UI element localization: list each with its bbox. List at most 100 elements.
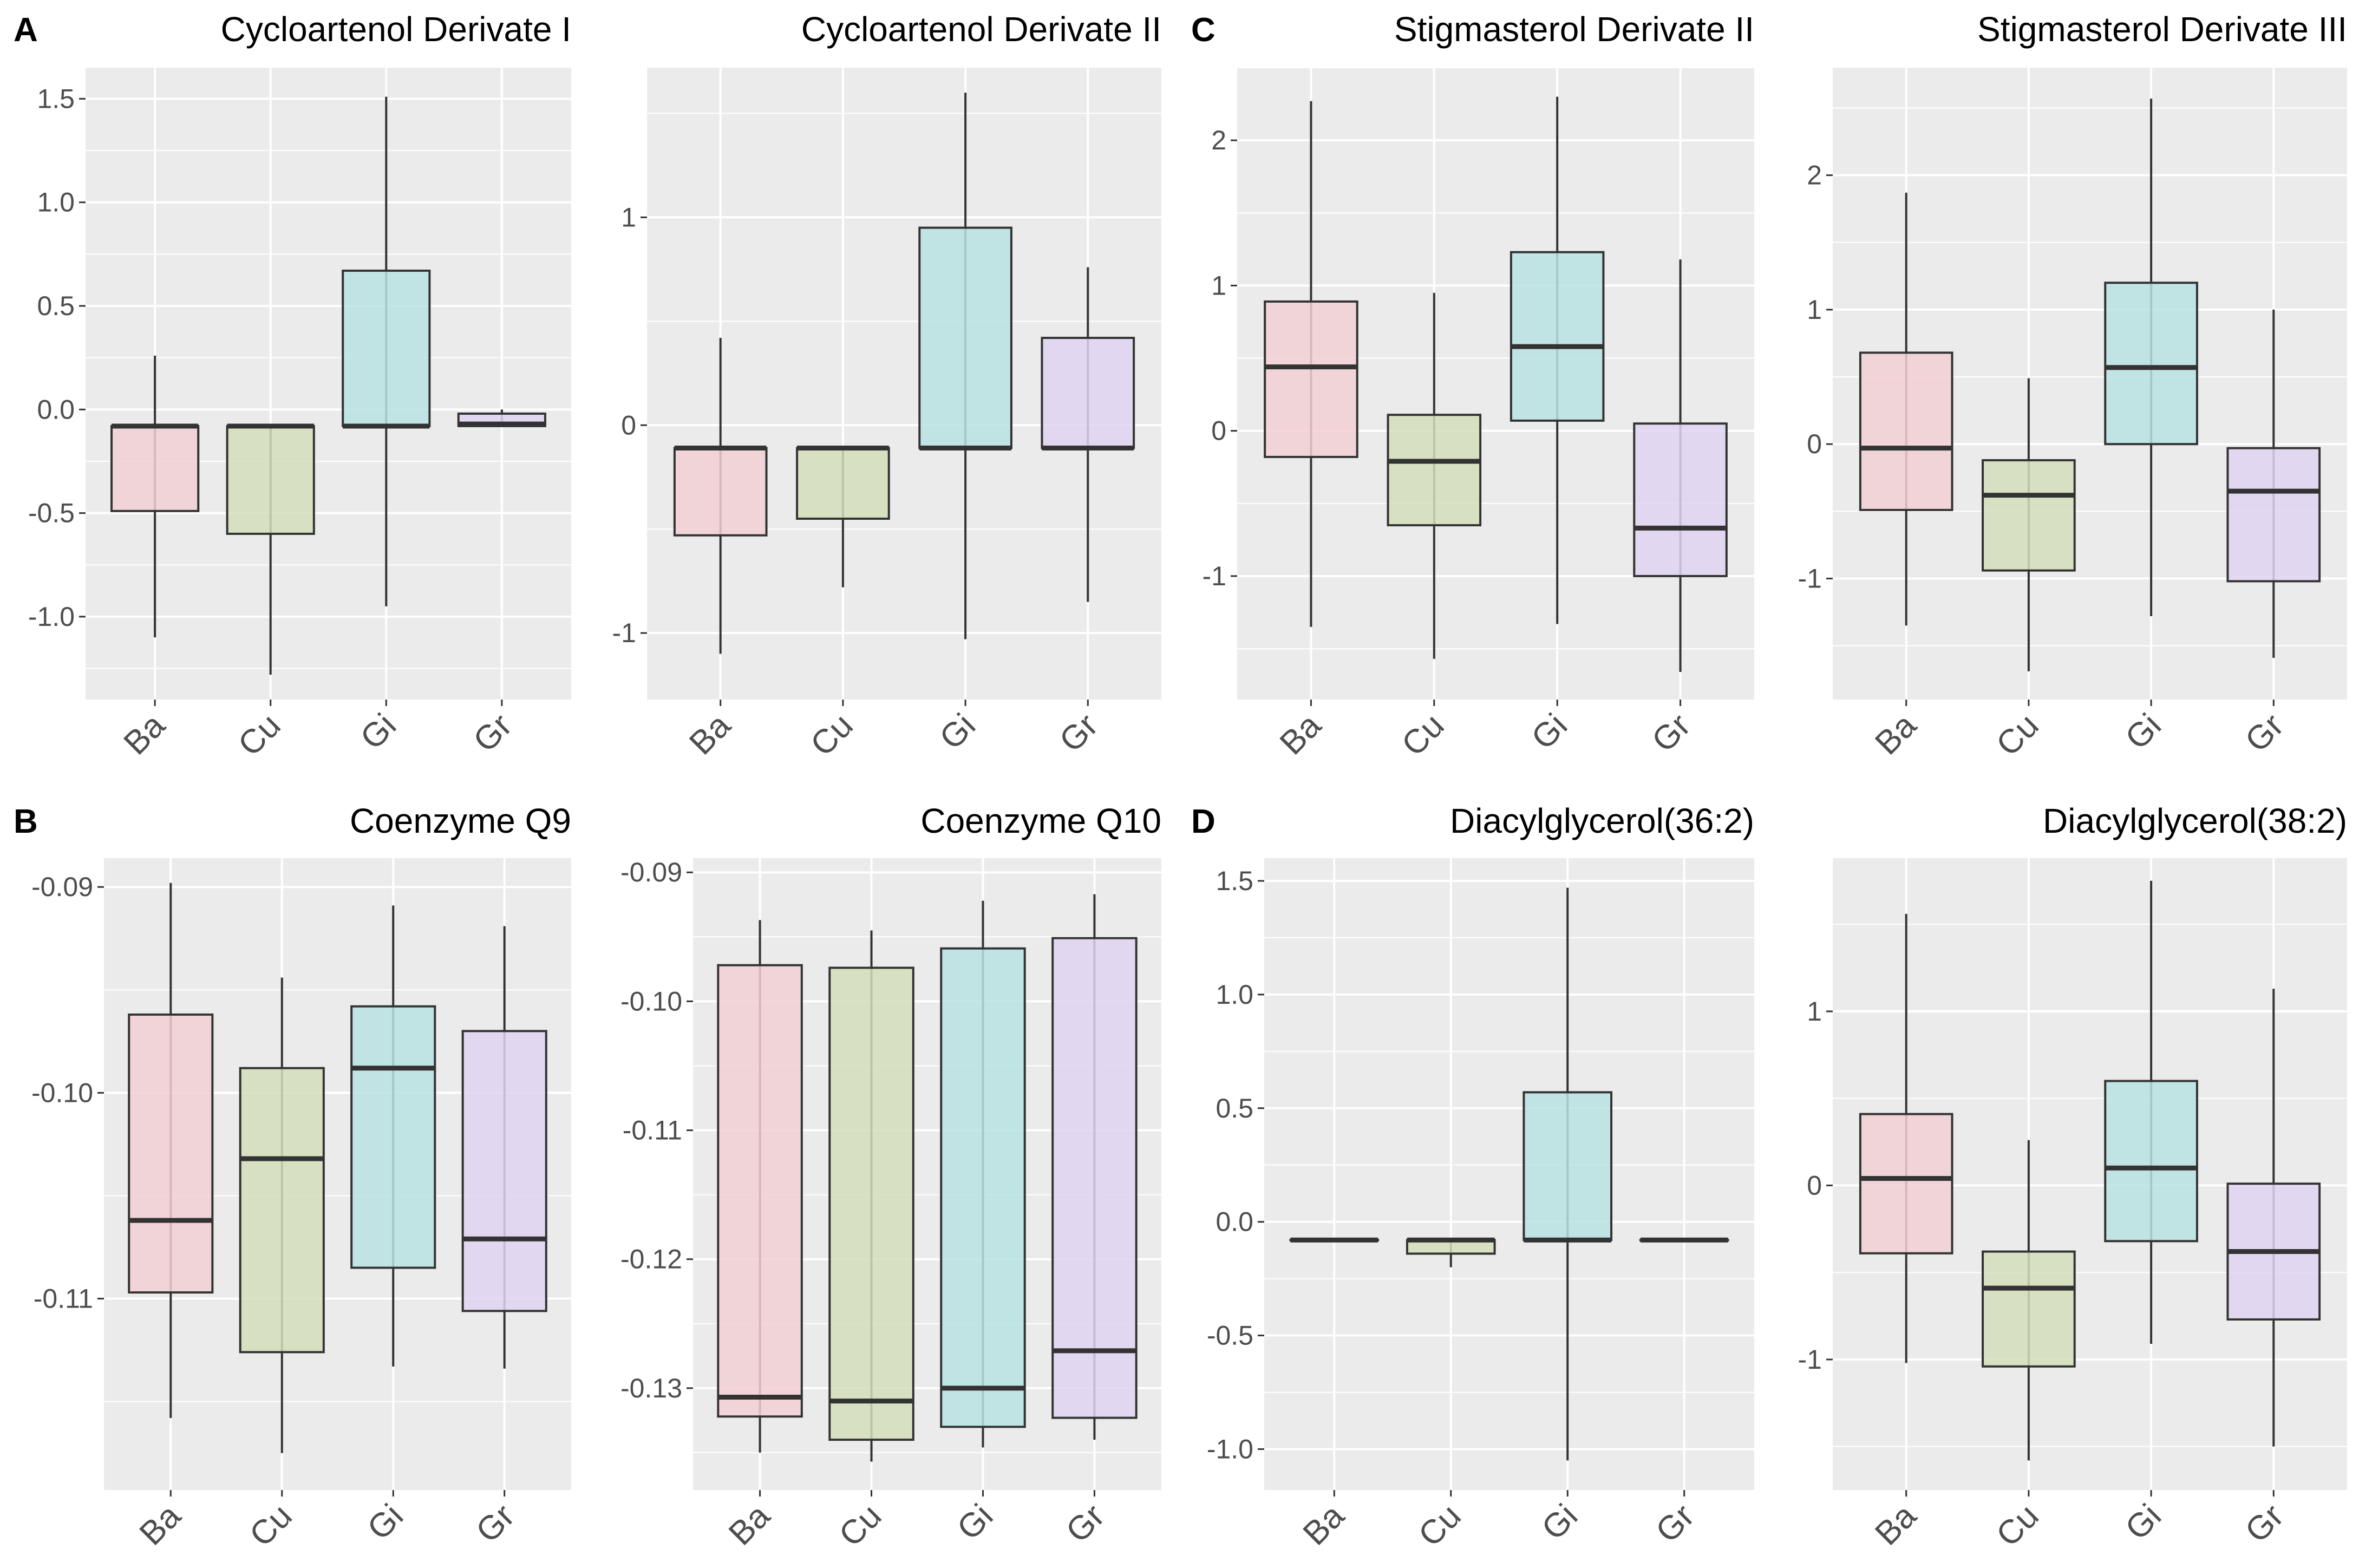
x-tick-label: Gr xyxy=(2238,707,2291,759)
y-tick-label: -0.11 xyxy=(623,1115,682,1146)
box-Ba xyxy=(110,355,200,638)
x-tick-label: Gr xyxy=(1053,707,1105,759)
y-tick-label: 0.0 xyxy=(1216,1207,1253,1237)
x-tick-label: Cu xyxy=(803,707,860,763)
y-tick-label: -0.10 xyxy=(620,986,682,1016)
box-Gr xyxy=(1051,894,1138,1440)
chart-panel-7: -1.0 -0.5 0.0 0.5 1.0 1.5 Ba Cu Gi Gr Diacylglycer… xyxy=(1191,801,1754,1554)
x-tick-label: Ba xyxy=(722,1497,777,1553)
box-Gi xyxy=(1522,887,1613,1461)
box-iqr xyxy=(226,424,315,535)
plot-background xyxy=(86,68,571,700)
y-tick-label: 0.5 xyxy=(1216,1093,1253,1123)
box-Ba xyxy=(1859,913,1953,1363)
y-tick-label: 0 xyxy=(1807,1170,1822,1200)
y-tick-label: -1 xyxy=(1203,561,1226,591)
y-tick-label: -0.5 xyxy=(1207,1321,1253,1351)
box-Gi xyxy=(342,96,431,606)
plot-background xyxy=(1264,858,1754,1490)
chart-panel-8: -1 0 1 Ba Cu Gi Gr Diacylglycerol(38:2) xyxy=(1798,801,2347,1554)
x-tick-label: Cu xyxy=(243,1497,299,1554)
box-Gi xyxy=(2104,880,2198,1344)
y-tick-label: 1 xyxy=(621,202,636,232)
x-tick-label: Gi xyxy=(361,1497,411,1547)
y-tick-label: -1 xyxy=(612,618,636,648)
y-tick-label: 1 xyxy=(1807,295,1822,325)
y-tick-label: 1 xyxy=(1807,996,1822,1027)
x-tick-label: Gi xyxy=(354,707,404,757)
x-tick-label: Gr xyxy=(1645,707,1697,759)
chart-title: Stigmasterol Derivate II xyxy=(1394,10,1754,49)
y-tick-label: 0.5 xyxy=(37,291,75,321)
x-tick-label: Ba xyxy=(1273,707,1329,762)
y-tick-label: -0.09 xyxy=(31,872,93,902)
panel-letter: D xyxy=(1191,803,1216,840)
y-tick-label: -0.09 xyxy=(620,857,682,887)
box-Gr xyxy=(1633,259,1728,672)
box-iqr xyxy=(796,447,890,520)
box-Cu xyxy=(1982,1140,2076,1461)
chart-title: Diacylglycerol(36:2) xyxy=(1450,801,1754,840)
box-Gr xyxy=(1041,267,1135,602)
box-Gr xyxy=(2226,309,2321,658)
box-iqr xyxy=(1859,1113,1953,1255)
y-tick-label: -1.0 xyxy=(1207,1434,1253,1464)
box-iqr xyxy=(1051,937,1138,1419)
box-iqr xyxy=(1510,251,1605,422)
chart-title: Diacylglycerol(38:2) xyxy=(2043,801,2347,840)
y-tick-label: 2 xyxy=(1211,125,1226,155)
x-tick-label: Gi xyxy=(2118,1497,2168,1547)
y-tick-label: 0 xyxy=(1211,416,1226,446)
box-iqr xyxy=(342,269,431,427)
chart-title: Stigmasterol Derivate III xyxy=(1977,10,2347,49)
x-tick-label: Ba xyxy=(1868,707,1924,762)
box-Cu xyxy=(796,446,890,587)
x-tick-label: Ba xyxy=(133,1497,188,1553)
box-Cu xyxy=(239,977,325,1453)
y-tick-label: -1.0 xyxy=(28,602,75,632)
y-tick-label: 2 xyxy=(1807,160,1822,191)
y-tick-label: 1 xyxy=(1211,270,1226,300)
box-iqr xyxy=(128,1013,214,1294)
y-tick-label: -0.10 xyxy=(31,1077,93,1108)
box-Gi xyxy=(918,93,1012,639)
chart-panel-1: -1.0 -0.5 0.0 0.5 1.0 1.5 Ba Cu Gi Gr Cycloartenol… xyxy=(14,10,571,763)
box-iqr xyxy=(717,964,803,1418)
x-tick-label: Cu xyxy=(231,707,288,763)
box-iqr xyxy=(2226,447,2321,583)
x-tick-label: Ba xyxy=(1868,1497,1924,1553)
box-iqr xyxy=(1859,351,1953,511)
x-tick-label: Gi xyxy=(1535,1497,1585,1547)
panel-letter: B xyxy=(14,803,38,840)
box-Ba xyxy=(673,338,768,654)
chart-title: Cycloartenol Derivate II xyxy=(801,10,1161,49)
x-tick-label: Gr xyxy=(1059,1497,1112,1550)
box-iqr xyxy=(239,1067,325,1354)
y-tick-label: 1.5 xyxy=(37,83,75,114)
y-tick-label: 0 xyxy=(621,410,636,440)
x-tick-label: Cu xyxy=(1989,1497,2046,1554)
chart-panel-5: -0.11 -0.10 -0.09 Ba Cu Gi Gr Coenzyme Q9 B xyxy=(14,801,571,1554)
x-tick-label: Gr xyxy=(466,707,519,759)
box-iqr xyxy=(2104,282,2198,446)
chart-title: Coenzyme Q10 xyxy=(920,801,1161,840)
y-tick-label: -1 xyxy=(1798,564,1822,594)
x-tick-label: Gi xyxy=(2118,707,2168,757)
box-iqr xyxy=(110,424,200,512)
box-Gr xyxy=(2226,989,2321,1447)
y-tick-label: -1 xyxy=(1798,1344,1822,1375)
y-tick-label: -0.12 xyxy=(620,1244,682,1275)
box-Cu xyxy=(1406,1237,1496,1268)
box-Cu xyxy=(1387,292,1482,659)
x-tick-label: Gi xyxy=(1524,707,1574,757)
box-iqr xyxy=(828,966,914,1441)
chart-title: Coenzyme Q9 xyxy=(350,801,571,840)
box-Gr xyxy=(461,926,547,1369)
chart-panel-2: -1 0 1 Ba Cu Gi Gr Cycloartenol Derivate II xyxy=(612,10,1161,763)
chart-panel-6: -0.13 -0.12 -0.11 -0.10 -0.09 Ba Cu Gi Gr Coenzym… xyxy=(620,801,1161,1554)
x-tick-label: Cu xyxy=(1412,1497,1468,1554)
box-iqr xyxy=(1633,422,1728,577)
box-iqr xyxy=(1522,1091,1613,1242)
box-iqr xyxy=(1387,414,1482,527)
